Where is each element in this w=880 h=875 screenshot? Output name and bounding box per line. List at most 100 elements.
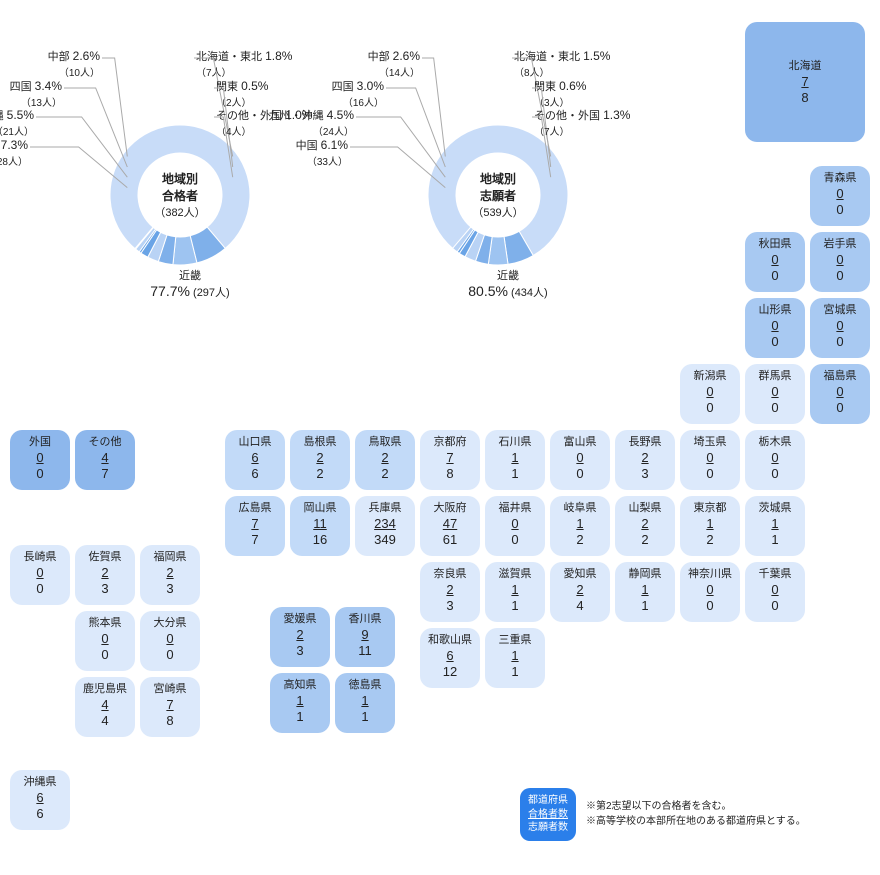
pref-accepted: 4: [75, 451, 135, 466]
pref-tile: 奈良県23: [420, 562, 480, 622]
pref-applicants: 8: [140, 714, 200, 729]
pref-tile: 岩手県00: [810, 232, 870, 292]
pref-applicants: 0: [810, 203, 870, 218]
pref-accepted: 0: [550, 451, 610, 466]
pref-tile: 大阪府4761: [420, 496, 480, 556]
pref-tile: 熊本県00: [75, 611, 135, 671]
pref-accepted: 7: [745, 75, 865, 90]
pref-accepted: 0: [745, 451, 805, 466]
pref-name: 福岡県: [140, 551, 200, 564]
pref-accepted: 2: [290, 451, 350, 466]
pref-tile: 香川県911: [335, 607, 395, 667]
pref-tile: 京都府78: [420, 430, 480, 490]
pref-applicants: 0: [680, 467, 740, 482]
pref-name: 佐賀県: [75, 551, 135, 564]
pref-name: 愛知県: [550, 568, 610, 581]
leader-line: [28, 145, 129, 190]
pref-accepted: 0: [810, 319, 870, 334]
pref-tile: 福井県00: [485, 496, 545, 556]
pref-tile: 愛知県24: [550, 562, 610, 622]
pref-applicants: 0: [745, 335, 805, 350]
pref-name: 三重県: [485, 634, 545, 647]
pref-tile: 滋賀県11: [485, 562, 545, 622]
pref-accepted: 234: [355, 517, 415, 532]
pref-name: 栃木県: [745, 436, 805, 449]
pref-name: 新潟県: [680, 370, 740, 383]
pref-tile: 鹿児島県44: [75, 677, 135, 737]
pref-applicants: 1: [485, 665, 545, 680]
pref-applicants: 1: [615, 599, 675, 614]
pref-name: 秋田県: [745, 238, 805, 251]
pref-accepted: 0: [680, 385, 740, 400]
pref-name: 熊本県: [75, 617, 135, 630]
pref-accepted: 2: [615, 517, 675, 532]
pref-tile: 島根県 22: [290, 430, 350, 490]
pref-tile: 和歌山県612: [420, 628, 480, 688]
pref-applicants: 6: [10, 807, 70, 822]
pref-applicants: 12: [420, 665, 480, 680]
pref-accepted: 0: [10, 566, 70, 581]
pref-tile: 高知県11: [270, 673, 330, 733]
pref-name: 富山県: [550, 436, 610, 449]
pref-accepted: 0: [680, 583, 740, 598]
pref-tile: 神奈川県00: [680, 562, 740, 622]
pref-tile: 山梨県22: [615, 496, 675, 556]
pref-applicants: 3: [75, 582, 135, 597]
donut-slice-label: 中国 6.1%（33人）: [296, 137, 348, 168]
pref-applicants: 0: [810, 335, 870, 350]
donut-title-1: 地域別: [154, 170, 205, 187]
pref-tile: 宮崎県78: [140, 677, 200, 737]
pref-name: 徳島県: [335, 679, 395, 692]
donut-slice-label: 九州・沖縄 4.5%（24人）: [269, 107, 354, 138]
pref-applicants: 2: [355, 467, 415, 482]
pref-name: 島根県: [290, 436, 350, 449]
pref-name: 北海道: [745, 60, 865, 73]
pref-name: 山口県: [225, 436, 285, 449]
pref-tile: 静岡県11: [615, 562, 675, 622]
pref-name: 香川県: [335, 613, 395, 626]
pref-accepted: 9: [335, 628, 395, 643]
pref-tile: 福島県00: [810, 364, 870, 424]
pref-accepted: 7: [420, 451, 480, 466]
pref-tile: 長崎県00: [10, 545, 70, 605]
pref-name: 岐阜県: [550, 502, 610, 515]
pref-tile: 北海道78: [745, 22, 865, 142]
pref-tile: 栃木県00: [745, 430, 805, 490]
pref-tile: 長野県23: [615, 430, 675, 490]
pref-accepted: 0: [10, 451, 70, 466]
pref-accepted: 2: [615, 451, 675, 466]
pref-applicants: 1: [485, 599, 545, 614]
pref-name: 長崎県: [10, 551, 70, 564]
pref-accepted: 2: [550, 583, 610, 598]
pref-name: 山形県: [745, 304, 805, 317]
pref-applicants: 0: [485, 533, 545, 548]
pref-applicants: 0: [745, 269, 805, 284]
pref-applicants: 2: [615, 533, 675, 548]
pref-tile: 愛媛県23: [270, 607, 330, 667]
pref-name: その他: [75, 436, 135, 449]
pref-accepted: 6: [225, 451, 285, 466]
pref-name: 大阪府: [420, 502, 480, 515]
pref-tile: 佐賀県23: [75, 545, 135, 605]
pref-applicants: 0: [810, 401, 870, 416]
pref-tile: 鳥取県22: [355, 430, 415, 490]
donut-slice-label: 中部 2.6%（14人）: [368, 48, 420, 79]
pref-tile: 埼玉県00: [680, 430, 740, 490]
pref-name: 大分県: [140, 617, 200, 630]
pref-tile: 大分県00: [140, 611, 200, 671]
pref-tile: 岡山県1116: [290, 496, 350, 556]
pref-accepted: 7: [225, 517, 285, 532]
pref-name: 東京都: [680, 502, 740, 515]
pref-applicants: 2: [290, 467, 350, 482]
pref-tile: 宮城県00: [810, 298, 870, 358]
pref-applicants: 16: [290, 533, 350, 548]
pref-applicants: 2: [680, 533, 740, 548]
pref-applicants: 7: [225, 533, 285, 548]
pref-tile: 群馬県00: [745, 364, 805, 424]
pref-accepted: 1: [270, 694, 330, 709]
pref-accepted: 11: [290, 517, 350, 532]
pref-name: 青森県: [810, 172, 870, 185]
leader-line: [348, 145, 447, 190]
pref-applicants: 3: [615, 467, 675, 482]
pref-applicants: 61: [420, 533, 480, 548]
